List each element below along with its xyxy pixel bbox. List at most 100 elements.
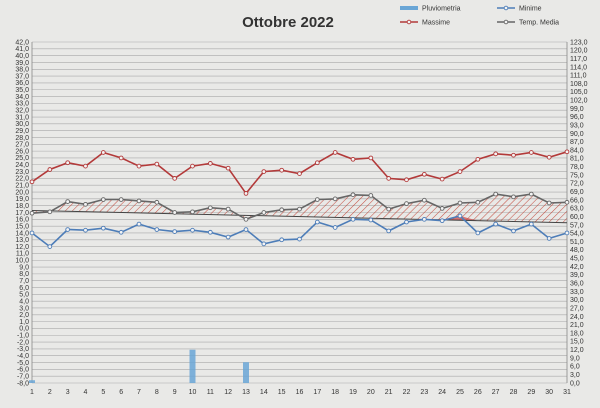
y-right-tick-label: 51,0 bbox=[570, 239, 584, 246]
data-point bbox=[47, 167, 53, 172]
y-right-tick-label: 123,0 bbox=[570, 39, 588, 46]
data-point bbox=[404, 201, 409, 206]
y-right-tick-label: 75,0 bbox=[570, 172, 584, 179]
data-point bbox=[47, 244, 53, 249]
y-left-tick-label: 23,0 bbox=[15, 169, 29, 176]
data-point bbox=[207, 205, 213, 211]
y-left-tick-label: 40,0 bbox=[15, 53, 29, 60]
data-point bbox=[279, 207, 285, 213]
rain-bars bbox=[29, 349, 249, 383]
y-left-tick-label: 32,0 bbox=[15, 108, 29, 115]
legend-marker bbox=[503, 19, 509, 25]
x-tick-label: 17 bbox=[313, 389, 321, 396]
legend: Pluviometria Minime Massime Temp. Media bbox=[400, 6, 559, 27]
data-point bbox=[421, 197, 427, 203]
data-point bbox=[243, 227, 249, 232]
y-right-tick-label: 96,0 bbox=[570, 114, 584, 121]
data-point bbox=[528, 221, 534, 227]
y-left-tick-label: 33,0 bbox=[15, 101, 29, 108]
y-left-tick-label: -4,0 bbox=[17, 353, 29, 360]
data-point bbox=[511, 228, 516, 234]
data-point bbox=[439, 176, 445, 182]
x-tick-label: 11 bbox=[207, 389, 214, 396]
data-point bbox=[29, 179, 35, 185]
y-left-tick-label: 13,0 bbox=[15, 237, 29, 244]
rain-bar bbox=[189, 349, 196, 383]
data-point bbox=[386, 206, 392, 212]
x-tick-label: 22 bbox=[403, 389, 411, 396]
y-right-tick-label: 105,0 bbox=[570, 89, 588, 96]
data-point bbox=[314, 219, 320, 225]
trend-line bbox=[31, 209, 568, 224]
y-left-tick-label: 37,0 bbox=[15, 73, 29, 80]
y-left-tick-label: 11,0 bbox=[16, 251, 29, 258]
data-point bbox=[279, 167, 285, 173]
y-right-tick-label: 114,0 bbox=[570, 64, 587, 71]
y-left-tick-label: -3,0 bbox=[17, 346, 29, 353]
data-point bbox=[261, 169, 267, 174]
data-point bbox=[564, 230, 570, 236]
legend-swatch bbox=[400, 6, 418, 10]
data-point bbox=[154, 161, 160, 167]
y-left-tick-label: 39,0 bbox=[15, 60, 29, 67]
data-point bbox=[475, 156, 481, 162]
data-point bbox=[225, 234, 231, 240]
y-right-tick-label: 90,0 bbox=[570, 131, 584, 138]
data-point bbox=[279, 237, 285, 243]
y-axis-right: 0,03,06,0 9,012,015,0 18,021,024,0 27,030,0… bbox=[570, 39, 588, 387]
y-left-tick-label: 10,0 bbox=[15, 258, 29, 265]
x-tick-label: 25 bbox=[456, 389, 464, 396]
y-left-tick-label: 25,0 bbox=[15, 155, 29, 162]
y-left-tick-label: 28,0 bbox=[15, 135, 29, 142]
legend-marker bbox=[406, 19, 412, 25]
data-point bbox=[297, 171, 302, 176]
y-left-tick-label: 15,0 bbox=[15, 223, 29, 230]
data-point bbox=[100, 225, 106, 231]
data-point bbox=[207, 229, 213, 235]
legend-label: Massime bbox=[422, 20, 450, 27]
data-point bbox=[511, 152, 516, 158]
y-right-tick-label: 87,0 bbox=[570, 139, 584, 146]
y-right-tick-label: 117,0 bbox=[570, 56, 587, 63]
y-right-tick-label: 21,0 bbox=[570, 322, 584, 329]
y-left-tick-label: 14,0 bbox=[15, 230, 29, 237]
data-point bbox=[457, 200, 463, 206]
y-right-tick-label: 69,0 bbox=[570, 189, 584, 196]
data-point bbox=[100, 150, 106, 155]
x-tick-label: 2 bbox=[48, 389, 52, 396]
y-right-tick-label: 3,0 bbox=[570, 372, 580, 379]
data-point bbox=[118, 229, 124, 235]
data-point bbox=[421, 216, 427, 222]
data-point bbox=[546, 154, 552, 160]
y-left-tick-label: 31,0 bbox=[15, 114, 29, 121]
y-left-tick-label: 35,0 bbox=[15, 87, 29, 94]
data-point bbox=[350, 192, 356, 198]
x-tick-label: 27 bbox=[492, 389, 500, 396]
data-point bbox=[83, 163, 88, 169]
y-left-tick-label: 34,0 bbox=[15, 94, 29, 101]
data-point bbox=[350, 216, 356, 222]
y-right-tick-label: 57,0 bbox=[570, 222, 584, 229]
x-tick-label: 30 bbox=[545, 389, 553, 396]
y-left-tick-label: 22,0 bbox=[15, 176, 29, 183]
y-right-tick-label: 27,0 bbox=[570, 305, 584, 312]
y-right-tick-label: 0,0 bbox=[570, 380, 580, 387]
y-right-tick-label: 102,0 bbox=[570, 98, 588, 105]
y-right-tick-label: 54,0 bbox=[570, 231, 584, 238]
y-left-tick-label: 1,0 bbox=[19, 319, 29, 326]
data-point bbox=[332, 196, 338, 202]
series-points bbox=[29, 149, 570, 249]
data-point bbox=[564, 149, 570, 155]
y-right-tick-label: 111,0 bbox=[570, 73, 587, 80]
data-point bbox=[404, 219, 409, 225]
y-left-tick-label: 6,0 bbox=[19, 285, 29, 292]
legend-label: Minime bbox=[519, 6, 542, 13]
x-tick-label: 28 bbox=[510, 389, 518, 396]
y-left-tick-label: 26,0 bbox=[15, 148, 29, 155]
x-tick-label: 19 bbox=[349, 389, 357, 396]
data-point bbox=[493, 191, 499, 197]
data-point bbox=[297, 206, 302, 212]
y-right-tick-label: 18,0 bbox=[570, 330, 584, 337]
data-point bbox=[190, 163, 195, 169]
data-point bbox=[314, 197, 320, 202]
